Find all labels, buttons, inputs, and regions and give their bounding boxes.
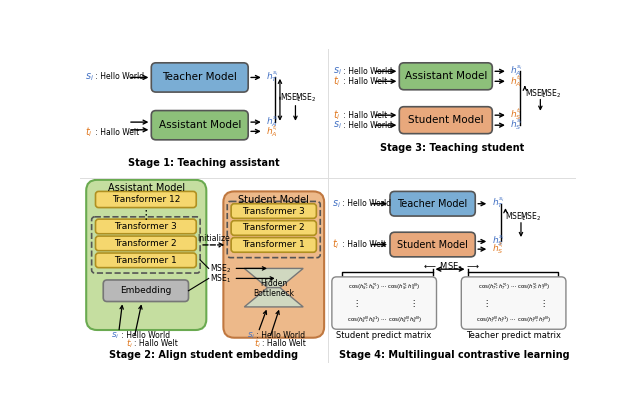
Text: $h_T^{s_i}$: $h_T^{s_i}$ bbox=[492, 196, 504, 210]
Text: $h_T^{s_i}$: $h_T^{s_i}$ bbox=[266, 69, 279, 84]
FancyBboxPatch shape bbox=[95, 219, 196, 234]
Text: Student Model: Student Model bbox=[238, 195, 309, 205]
Text: Stage 1: Teaching assistant: Stage 1: Teaching assistant bbox=[128, 158, 280, 168]
Text: Teacher Model: Teacher Model bbox=[163, 73, 237, 82]
Text: Stage 4: Multilingual contrastive learning: Stage 4: Multilingual contrastive learni… bbox=[339, 350, 570, 359]
Text: $h_A^{t_i}$: $h_A^{t_i}$ bbox=[266, 122, 278, 139]
Text: Assistant Model: Assistant Model bbox=[404, 71, 487, 81]
Text: Student Model: Student Model bbox=[408, 115, 484, 125]
FancyBboxPatch shape bbox=[151, 111, 248, 140]
FancyBboxPatch shape bbox=[103, 280, 189, 302]
Text: Teacher Model: Teacher Model bbox=[397, 199, 468, 209]
Text: $\vdots\quad\qquad\qquad\quad\vdots$: $\vdots\quad\qquad\qquad\quad\vdots$ bbox=[352, 297, 416, 308]
Text: $h_A^{s_i}$: $h_A^{s_i}$ bbox=[266, 114, 279, 129]
Text: $t_i$: $t_i$ bbox=[127, 338, 134, 350]
Text: : Hallo Welt: : Hallo Welt bbox=[134, 339, 178, 348]
Text: Transformer 2: Transformer 2 bbox=[115, 239, 177, 248]
FancyBboxPatch shape bbox=[95, 191, 196, 208]
Text: $\cos(h_S^{s_1}\!\!,h_S^{s_1})\ \cdots\ \cos(h_S^{s_1}\!\!,h_S^{sN})$: $\cos(h_S^{s_1}\!\!,h_S^{s_1})\ \cdots\ … bbox=[348, 281, 420, 292]
Text: MSE$_1$: MSE$_1$ bbox=[505, 211, 526, 223]
FancyBboxPatch shape bbox=[95, 253, 196, 268]
Text: $t_i$: $t_i$ bbox=[333, 108, 341, 122]
Text: $t_i$: $t_i$ bbox=[85, 125, 93, 139]
Text: Hidden: Hidden bbox=[260, 279, 287, 288]
Text: MSE$_2$: MSE$_2$ bbox=[210, 262, 232, 275]
FancyBboxPatch shape bbox=[223, 191, 324, 338]
Text: : Hello World: : Hello World bbox=[341, 121, 392, 130]
Text: Bottleneck: Bottleneck bbox=[253, 289, 294, 298]
Text: Transformer 2: Transformer 2 bbox=[243, 224, 305, 233]
Text: MSE$_2$: MSE$_2$ bbox=[540, 87, 561, 100]
Text: Transformer 3: Transformer 3 bbox=[115, 222, 177, 231]
Text: : Hallo Welt: : Hallo Welt bbox=[262, 339, 306, 348]
FancyBboxPatch shape bbox=[86, 180, 206, 330]
FancyBboxPatch shape bbox=[231, 221, 316, 235]
Text: : Hello World: : Hello World bbox=[254, 331, 305, 340]
FancyBboxPatch shape bbox=[95, 236, 196, 251]
Text: $\cos(h_T^{sN}\!\!,h_T^{s1})\ \cdots\ \cos(h_T^{sN}\!\!,h_T^{sN})$: $\cos(h_T^{sN}\!\!,h_T^{s1})\ \cdots\ \c… bbox=[476, 315, 551, 326]
Text: MSE$_1$: MSE$_1$ bbox=[525, 87, 546, 100]
Text: : Hello World: : Hello World bbox=[119, 331, 170, 340]
Polygon shape bbox=[244, 288, 303, 307]
Text: Assistant Model: Assistant Model bbox=[108, 183, 185, 193]
Text: $h_S^{t_i}$: $h_S^{t_i}$ bbox=[510, 106, 522, 122]
Text: Transformer 12: Transformer 12 bbox=[112, 195, 180, 204]
Text: $s_i$: $s_i$ bbox=[246, 330, 255, 341]
Text: MSE$_1$: MSE$_1$ bbox=[280, 91, 301, 104]
Text: Initialize: Initialize bbox=[197, 234, 230, 243]
Text: $s_i$: $s_i$ bbox=[111, 330, 120, 341]
Text: MSE$_2$: MSE$_2$ bbox=[520, 211, 541, 223]
Text: Transformer 1: Transformer 1 bbox=[243, 240, 305, 249]
Text: ⋮: ⋮ bbox=[140, 209, 152, 222]
Text: : Hallo Welt: : Hallo Welt bbox=[340, 240, 386, 249]
Text: : Hallo Welt: : Hallo Welt bbox=[341, 111, 387, 120]
Text: Transformer 3: Transformer 3 bbox=[243, 206, 305, 215]
Text: $t_i$: $t_i$ bbox=[254, 338, 262, 350]
Text: $h_A^{t_i}$: $h_A^{t_i}$ bbox=[510, 73, 522, 89]
Text: $h_S^{t_i}$: $h_S^{t_i}$ bbox=[492, 240, 504, 256]
Text: $s_i$: $s_i$ bbox=[85, 71, 94, 82]
Text: Student Model: Student Model bbox=[397, 239, 468, 250]
Text: $s_i$: $s_i$ bbox=[332, 198, 340, 210]
Text: $s_i$: $s_i$ bbox=[333, 119, 342, 131]
FancyBboxPatch shape bbox=[390, 232, 476, 257]
Text: : Hallo Welt: : Hallo Welt bbox=[93, 128, 140, 137]
FancyBboxPatch shape bbox=[399, 107, 492, 134]
Text: Transformer 1: Transformer 1 bbox=[115, 256, 177, 265]
FancyBboxPatch shape bbox=[151, 63, 248, 92]
Text: $t_i$: $t_i$ bbox=[333, 74, 341, 88]
Text: Student predict matrix: Student predict matrix bbox=[337, 331, 432, 340]
Text: MSE$_2$: MSE$_2$ bbox=[296, 91, 317, 104]
Text: MSE$_1$: MSE$_1$ bbox=[210, 272, 232, 285]
Text: : Hello World: : Hello World bbox=[341, 67, 392, 76]
Text: Stage 2: Align student embedding: Stage 2: Align student embedding bbox=[109, 350, 299, 359]
FancyBboxPatch shape bbox=[231, 204, 316, 218]
FancyBboxPatch shape bbox=[332, 277, 436, 329]
Text: $t_i$: $t_i$ bbox=[332, 237, 340, 251]
Text: Teacher predict matrix: Teacher predict matrix bbox=[466, 331, 561, 340]
Polygon shape bbox=[244, 268, 303, 288]
Text: Embedding: Embedding bbox=[120, 286, 172, 295]
Text: : Hello World: : Hello World bbox=[340, 199, 391, 208]
Text: $h_A^{s_i}$: $h_A^{s_i}$ bbox=[510, 63, 523, 78]
FancyBboxPatch shape bbox=[390, 191, 476, 216]
FancyBboxPatch shape bbox=[461, 277, 566, 329]
FancyBboxPatch shape bbox=[231, 237, 316, 252]
Text: : Hello World: : Hello World bbox=[93, 72, 144, 81]
Text: $h_S^{s_i}$: $h_S^{s_i}$ bbox=[510, 117, 523, 132]
Text: $\cos(h_S^{sN}\!\!,h_S^{s1})\ \cdots\ \cos(h_S^{sN}\!\!,h_S^{sN})$: $\cos(h_S^{sN}\!\!,h_S^{s1})\ \cdots\ \c… bbox=[347, 315, 422, 326]
Text: Stage 3: Teaching student: Stage 3: Teaching student bbox=[380, 142, 524, 153]
Text: $\vdots\quad\qquad\qquad\quad\vdots$: $\vdots\quad\qquad\qquad\quad\vdots$ bbox=[482, 297, 545, 308]
Text: $\longleftarrow$ MSE$_3$ $\longrightarrow$: $\longleftarrow$ MSE$_3$ $\longrightarro… bbox=[422, 261, 479, 273]
FancyBboxPatch shape bbox=[399, 63, 492, 90]
Text: : Hallo Welt: : Hallo Welt bbox=[341, 77, 387, 86]
Text: $\cos(h_T^{s_1}\!\!,h_T^{s_1})\ \cdots\ \cos(h_T^{s_1}\!\!,h_T^{sN})$: $\cos(h_T^{s_1}\!\!,h_T^{s_1})\ \cdots\ … bbox=[477, 281, 550, 292]
Text: $h_S^{s_i}$: $h_S^{s_i}$ bbox=[492, 233, 504, 248]
Text: $s_i$: $s_i$ bbox=[333, 65, 342, 77]
Text: Assistant Model: Assistant Model bbox=[159, 120, 241, 130]
